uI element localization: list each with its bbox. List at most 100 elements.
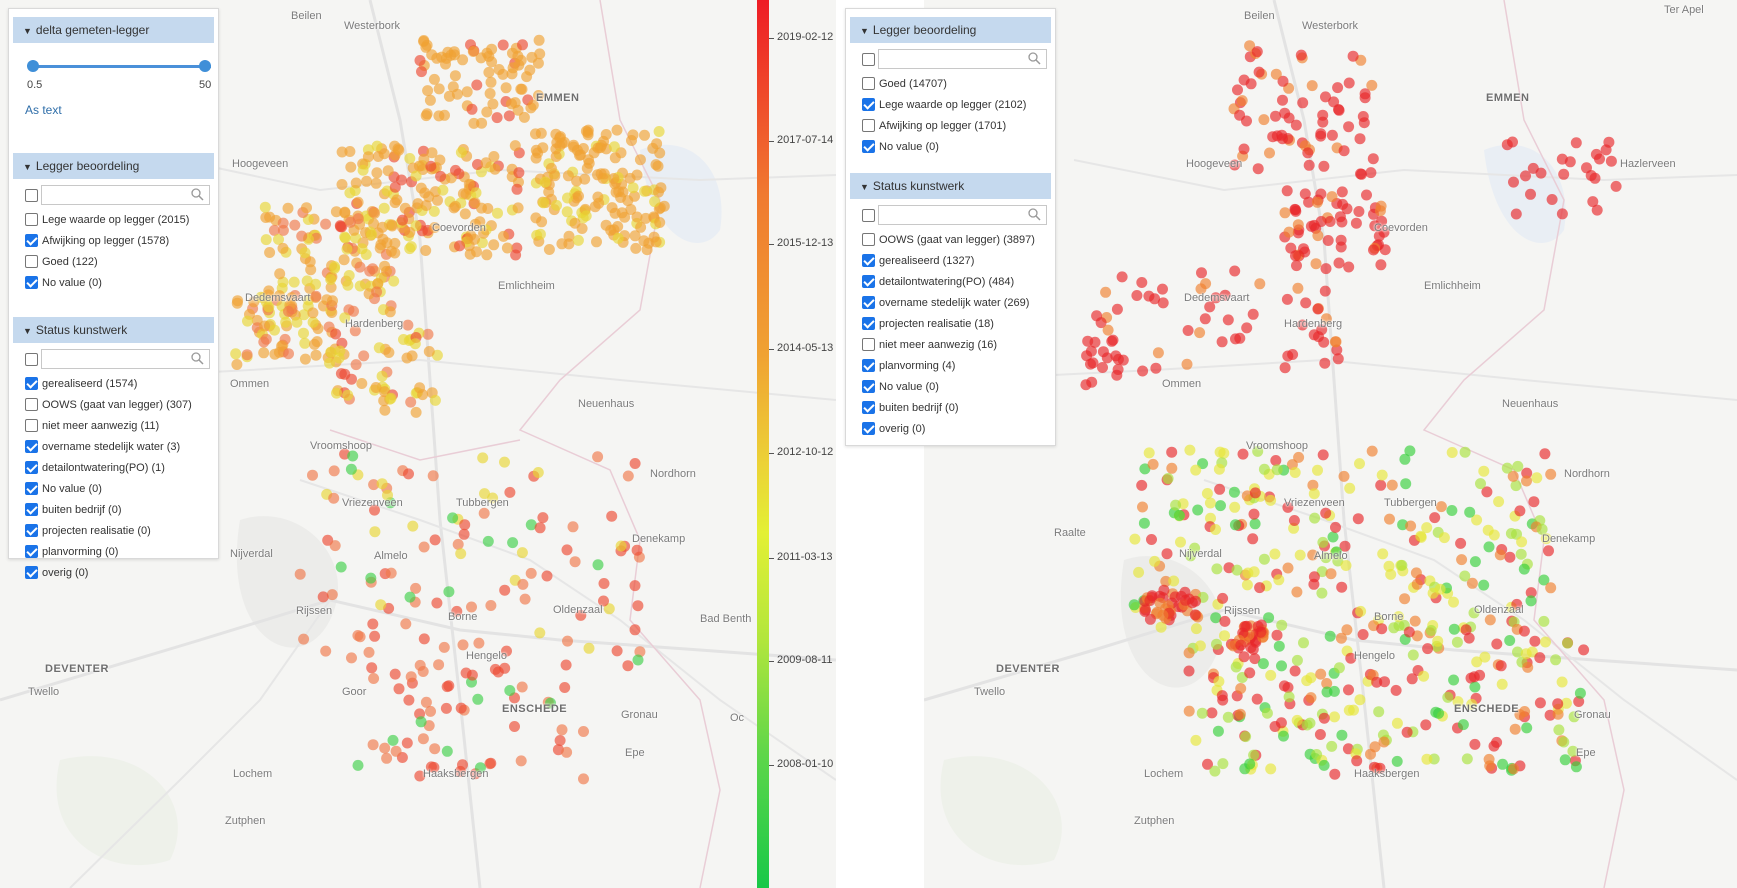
map-marker[interactable] <box>1085 358 1096 370</box>
map-marker[interactable] <box>1552 698 1564 710</box>
map-marker[interactable] <box>1129 533 1141 545</box>
map-marker[interactable] <box>307 469 318 481</box>
map-marker[interactable] <box>288 276 300 288</box>
filter-option[interactable]: No value (0) <box>9 272 218 293</box>
map-marker[interactable] <box>1312 230 1324 242</box>
map-marker[interactable] <box>1228 486 1240 498</box>
map-marker[interactable] <box>622 660 634 672</box>
map-marker[interactable] <box>343 270 355 281</box>
map-marker[interactable] <box>410 582 422 594</box>
map-marker[interactable] <box>1375 200 1387 212</box>
map-marker[interactable] <box>372 151 384 162</box>
map-marker[interactable] <box>1269 721 1281 732</box>
map-marker[interactable] <box>400 618 412 630</box>
map-marker[interactable] <box>591 236 602 248</box>
map-marker[interactable] <box>1366 79 1378 91</box>
map-marker[interactable] <box>1343 684 1354 696</box>
map-marker[interactable] <box>1292 282 1304 294</box>
map-marker[interactable] <box>1326 129 1338 141</box>
map-marker[interactable] <box>426 147 438 159</box>
map-marker[interactable] <box>1138 517 1150 529</box>
map-marker[interactable] <box>594 142 606 154</box>
option-checkbox[interactable] <box>862 296 875 309</box>
map-right[interactable]: Beilen Westerbork EMMEN Hoogeveen Coevor… <box>924 0 1737 888</box>
map-marker[interactable] <box>1461 753 1473 765</box>
map-marker[interactable] <box>1591 204 1603 216</box>
filter-option[interactable]: OOWS (gaat van legger) (3897) <box>846 229 1055 250</box>
map-marker[interactable] <box>1283 226 1295 238</box>
map-marker[interactable] <box>1276 129 1288 141</box>
map-marker[interactable] <box>592 559 604 571</box>
map-marker[interactable] <box>521 71 533 83</box>
map-marker[interactable] <box>460 667 472 679</box>
map-marker[interactable] <box>1556 153 1568 165</box>
map-marker[interactable] <box>329 261 341 273</box>
select-all-checkbox[interactable] <box>862 52 875 66</box>
map-marker[interactable] <box>1497 758 1509 770</box>
option-checkbox[interactable] <box>25 503 38 516</box>
map-marker[interactable] <box>402 319 414 331</box>
map-marker[interactable] <box>418 153 430 165</box>
map-marker[interactable] <box>268 224 280 236</box>
map-marker[interactable] <box>1515 548 1527 560</box>
map-marker[interactable] <box>1281 185 1293 197</box>
option-checkbox[interactable] <box>862 254 875 267</box>
map-marker[interactable] <box>1258 463 1270 475</box>
map-marker[interactable] <box>634 646 646 658</box>
map-marker[interactable] <box>398 334 409 345</box>
map-marker[interactable] <box>1391 755 1403 767</box>
map-marker[interactable] <box>1317 109 1329 121</box>
filter-option[interactable]: planvorming (4) <box>846 355 1055 376</box>
map-marker[interactable] <box>1562 637 1573 649</box>
map-marker[interactable] <box>1213 676 1225 687</box>
map-marker[interactable] <box>1321 686 1333 698</box>
map-marker[interactable] <box>1369 741 1381 753</box>
map-marker[interactable] <box>1520 648 1532 660</box>
map-marker[interactable] <box>448 202 460 214</box>
filter-option[interactable]: Afwijking op legger (1578) <box>9 230 218 251</box>
map-marker[interactable] <box>1338 145 1350 157</box>
map-marker[interactable] <box>1100 286 1112 298</box>
map-marker[interactable] <box>1240 731 1252 743</box>
map-marker[interactable] <box>1309 512 1321 524</box>
map-marker[interactable] <box>483 66 495 78</box>
map-marker[interactable] <box>372 278 384 290</box>
map-marker[interactable] <box>481 249 493 261</box>
map-marker[interactable] <box>1409 615 1421 627</box>
map-marker[interactable] <box>429 534 441 546</box>
map-marker[interactable] <box>1101 352 1113 364</box>
map-marker[interactable] <box>425 160 437 172</box>
map-marker[interactable] <box>533 34 545 46</box>
map-marker[interactable] <box>1534 697 1546 709</box>
map-marker[interactable] <box>580 210 592 222</box>
map-marker[interactable] <box>327 295 338 307</box>
map-marker[interactable] <box>631 544 643 556</box>
map-marker[interactable] <box>1229 519 1241 531</box>
map-marker[interactable] <box>317 591 329 603</box>
map-marker[interactable] <box>241 349 253 361</box>
map-marker[interactable] <box>1278 680 1290 692</box>
map-marker[interactable] <box>399 202 411 214</box>
map-marker[interactable] <box>1329 711 1340 723</box>
map-marker[interactable] <box>325 274 337 285</box>
map-marker[interactable] <box>1520 170 1531 182</box>
map-marker[interactable] <box>1368 761 1380 773</box>
map-marker[interactable] <box>1258 553 1270 565</box>
map-marker[interactable] <box>1144 613 1156 625</box>
map-marker[interactable] <box>1312 303 1324 315</box>
map-marker[interactable] <box>323 321 335 333</box>
map-marker[interactable] <box>537 512 549 524</box>
map-marker[interactable] <box>1405 520 1417 532</box>
map-marker[interactable] <box>339 232 351 244</box>
map-marker[interactable] <box>1273 640 1285 652</box>
map-marker[interactable] <box>346 652 357 664</box>
map-marker[interactable] <box>1334 211 1346 223</box>
as-text-link[interactable]: As text <box>25 103 62 117</box>
filter-option[interactable]: OOWS (gaat van legger) (307) <box>9 394 218 415</box>
map-marker[interactable] <box>1463 632 1475 644</box>
map-marker[interactable] <box>1219 615 1231 627</box>
map-marker[interactable] <box>1336 186 1348 198</box>
map-marker[interactable] <box>1089 336 1101 348</box>
filter-option[interactable]: Lege waarde op legger (2102) <box>846 94 1055 115</box>
map-marker[interactable] <box>1316 587 1328 599</box>
